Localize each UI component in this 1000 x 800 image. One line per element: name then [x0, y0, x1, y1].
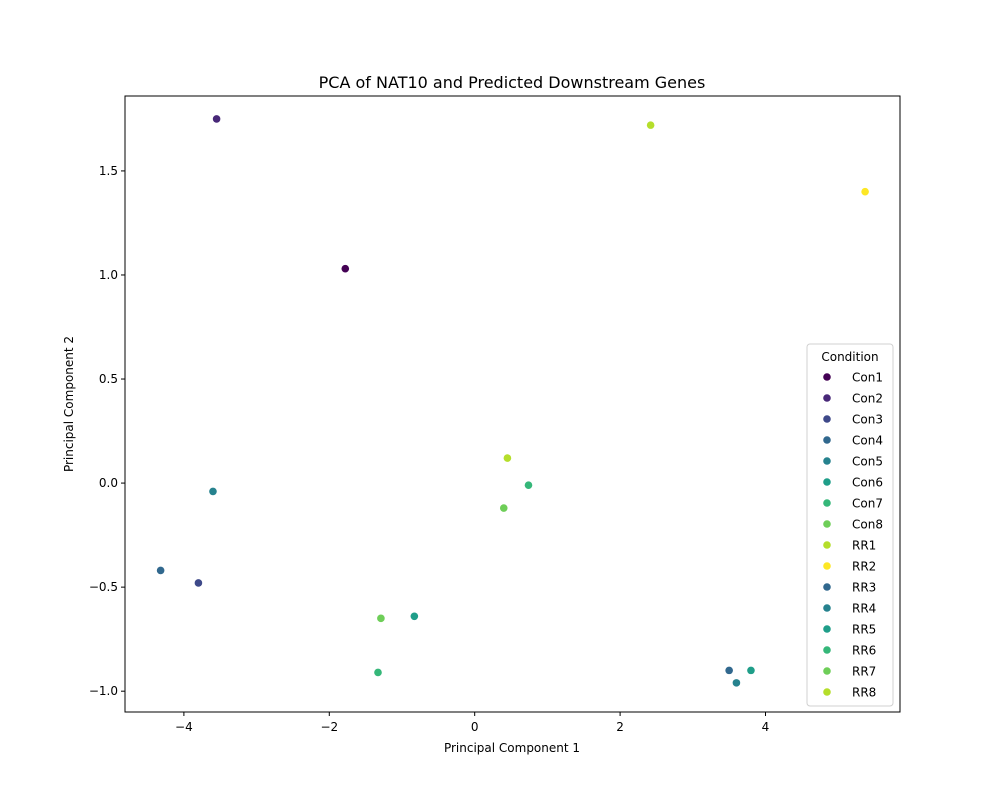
- legend-label: RR5: [852, 623, 876, 637]
- legend-label: Con1: [852, 371, 883, 385]
- legend-label: RR6: [852, 644, 876, 658]
- legend-item-rr7: RR7: [823, 665, 876, 679]
- data-point-con2: [212, 115, 221, 123]
- data-point-rr3: [725, 666, 733, 675]
- legend-item-rr3: RR3: [823, 581, 876, 595]
- legend-marker: [823, 667, 831, 675]
- legend: Condition Con1 Con2 Con3 Con4 Con5 Con6 Con7 Co…: [806, 343, 894, 707]
- legend-item-rr8: RR8: [823, 686, 876, 700]
- y-axis-label: Principal Component 2: [62, 336, 76, 472]
- data-point-rr7: [499, 504, 508, 512]
- x-tick-label: 0: [471, 720, 479, 734]
- legend-label: Con8: [852, 518, 883, 532]
- data-point-con7: [374, 668, 382, 677]
- plot-area: [124, 95, 901, 713]
- y-tick-label: 0.0: [99, 476, 118, 490]
- data-point-con6: [410, 612, 419, 621]
- legend-item-con1: Con1: [823, 371, 883, 385]
- legend-label: Con4: [852, 434, 883, 448]
- data-point-rr5: [747, 666, 755, 675]
- legend-label: RR2: [852, 560, 876, 574]
- y-tick-label: −0.5: [89, 580, 118, 594]
- x-tick-label: 4: [762, 720, 770, 734]
- legend-marker: [823, 688, 831, 696]
- data-points: [156, 115, 869, 687]
- legend-label: Con7: [852, 497, 883, 511]
- data-point-con5: [209, 487, 217, 496]
- data-point-rr8: [503, 454, 512, 462]
- data-point-rr6: [524, 481, 533, 489]
- legend-label: Con6: [852, 476, 883, 490]
- legend-item-con5: Con5: [823, 455, 883, 469]
- x-tick-label: 2: [616, 720, 624, 734]
- legend-item-con6: Con6: [823, 476, 883, 490]
- legend-item-rr1: RR1: [823, 539, 876, 553]
- y-axis: −1.0 −0.5 0.0 0.5 1.0 1.5: [89, 164, 125, 698]
- legend-title: Condition: [821, 350, 878, 364]
- legend-item-rr2: RR2: [823, 560, 876, 574]
- y-tick-label: 0.5: [99, 372, 118, 386]
- data-point-con1: [341, 264, 350, 273]
- legend-label: Con2: [852, 392, 883, 406]
- legend-label: RR8: [852, 686, 876, 700]
- data-point-con3: [194, 579, 203, 587]
- legend-label: RR7: [852, 665, 876, 679]
- legend-item-rr4: RR4: [823, 602, 876, 616]
- legend-marker: [823, 625, 831, 633]
- legend-marker: [823, 562, 831, 570]
- legend-item-con2: Con2: [823, 392, 883, 406]
- legend-marker: [823, 373, 831, 381]
- data-point-rr1: [646, 121, 655, 129]
- data-point-rr4: [732, 679, 741, 687]
- legend-label: RR4: [852, 602, 876, 616]
- x-tick-label: −4: [175, 720, 193, 734]
- legend-marker: [823, 499, 831, 507]
- legend-marker: [823, 541, 831, 549]
- legend-label: RR1: [852, 539, 876, 553]
- x-axis: −4 −2 0 2 4: [175, 712, 769, 734]
- x-axis-label: Principal Component 1: [444, 741, 580, 755]
- data-point-con4: [156, 566, 165, 575]
- legend-marker: [823, 478, 831, 486]
- legend-item-con4: Con4: [823, 434, 883, 448]
- y-tick-label: 1.5: [99, 164, 118, 178]
- legend-item-con7: Con7: [823, 497, 883, 511]
- legend-item-con8: Con8: [823, 518, 883, 532]
- legend-marker: [823, 520, 831, 528]
- legend-marker: [823, 415, 831, 423]
- legend-label: Con3: [852, 413, 883, 427]
- legend-item-con3: Con3: [823, 413, 883, 427]
- y-tick-label: −1.0: [89, 684, 118, 698]
- legend-marker: [823, 436, 831, 444]
- legend-label: Con5: [852, 455, 883, 469]
- legend-marker: [823, 583, 831, 591]
- chart-title: PCA of NAT10 and Predicted Downstream Ge…: [319, 73, 706, 92]
- legend-box: [806, 343, 894, 707]
- x-tick-label: −2: [320, 720, 338, 734]
- legend-item-rr5: RR5: [823, 623, 876, 637]
- legend-marker: [823, 646, 831, 654]
- data-point-rr2: [861, 187, 869, 196]
- legend-marker: [823, 394, 831, 402]
- legend-item-rr6: RR6: [823, 644, 876, 658]
- legend-marker: [823, 604, 831, 612]
- data-point-con8: [377, 614, 385, 623]
- legend-marker: [823, 457, 831, 465]
- legend-label: RR3: [852, 581, 876, 595]
- y-tick-label: 1.0: [99, 268, 118, 282]
